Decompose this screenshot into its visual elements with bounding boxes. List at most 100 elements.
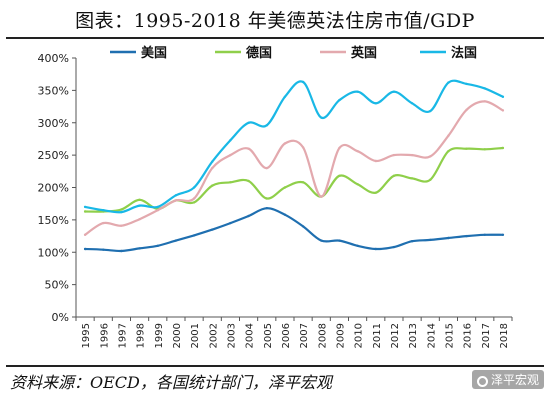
data-point [447,150,450,153]
data-point [265,124,268,127]
data-point [392,174,396,177]
data-point [392,245,396,249]
legend-label: 法国 [451,45,477,61]
data-point [138,204,141,207]
data-point [338,98,341,102]
y-tick-label: 100% [38,246,69,259]
data-point [192,234,196,237]
x-tick-label: 2017 [481,323,492,348]
data-point [83,210,87,213]
data-point [247,147,250,150]
data-point [283,213,287,216]
data-point [283,186,287,189]
x-tick-label: 1999 [154,323,165,348]
data-point [211,166,214,170]
series-line-2 [84,146,504,213]
data-point [229,221,232,225]
data-point [320,116,323,119]
data-point [156,244,159,247]
wechat-icon [476,376,488,387]
data-point [501,233,505,236]
data-point [156,209,159,212]
data-point [83,233,87,236]
data-point [211,160,214,163]
data-point [410,177,414,180]
data-point [192,186,196,189]
data-point [429,109,432,113]
data-point [465,108,468,112]
legend-label: 英国 [350,45,377,61]
x-tick-label: 1996 [99,323,110,348]
x-tick-label: 2005 [263,323,274,348]
data-point [265,197,268,200]
data-point [501,146,505,150]
x-tick-label: 2012 [390,323,401,348]
data-point [320,239,323,242]
legend-label: 德国 [246,45,272,61]
data-point [192,201,196,204]
series-line-3 [84,100,504,236]
data-point [265,207,268,210]
title-divider [6,37,544,39]
x-tick-label: 2003 [226,323,237,348]
x-tick-label: 2016 [463,323,474,348]
source-note: 资料来源：OECD，各国统计部门，泽平宏观 [10,373,332,392]
y-tick-label: 0% [52,311,69,324]
y-tick-label: 150% [38,214,69,227]
watermark: 泽平宏观 [471,370,544,389]
data-point [447,134,450,137]
x-tick-label: 2006 [281,323,292,348]
data-point [483,148,486,151]
y-tick-label: 400% [38,52,69,65]
data-point [338,174,341,177]
data-point [483,233,486,236]
x-tick-label: 2018 [499,323,510,348]
data-point [320,195,323,198]
data-point [120,249,123,253]
data-point [447,81,450,84]
data-point [211,228,214,231]
chart-title: 图表：1995-2018 年美德英法住房市值/GDP [75,10,475,32]
data-point [174,239,178,242]
data-point [229,139,232,142]
data-point [429,238,432,242]
x-tick-label: 2000 [172,323,183,348]
watermark-text: 泽平宏观 [490,373,539,387]
data-point [410,240,414,243]
data-point [247,214,250,218]
data-point [192,197,196,200]
data-point [120,224,123,227]
data-point [138,247,141,250]
data-point [374,159,377,163]
x-tick-label: 2007 [299,323,310,348]
data-point [138,198,141,201]
data-point [301,80,305,84]
footer-divider [6,365,544,367]
data-point [465,147,468,150]
data-point [120,208,123,211]
data-point [356,90,359,93]
data-point [356,183,359,186]
y-tick-label: 200% [38,182,69,195]
data-point [483,87,486,90]
x-tick-label: 2001 [190,323,201,348]
data-point [174,194,178,197]
data-point [83,247,87,251]
y-tick-label: 50% [45,279,69,292]
data-point [356,244,359,247]
data-point [102,209,105,212]
x-tick-label: 2014 [426,323,437,348]
data-point [410,102,414,105]
x-tick-label: 2015 [444,323,455,348]
x-tick-label: 2013 [408,323,419,348]
x-tick-label: 2002 [208,323,219,348]
x-tick-label: 1998 [136,323,147,348]
x-tick-label: 2004 [245,323,256,348]
data-point [301,181,305,184]
data-point [265,166,268,170]
data-point [374,102,377,105]
data-point [392,90,396,93]
data-point [338,239,341,242]
data-point [120,210,123,214]
